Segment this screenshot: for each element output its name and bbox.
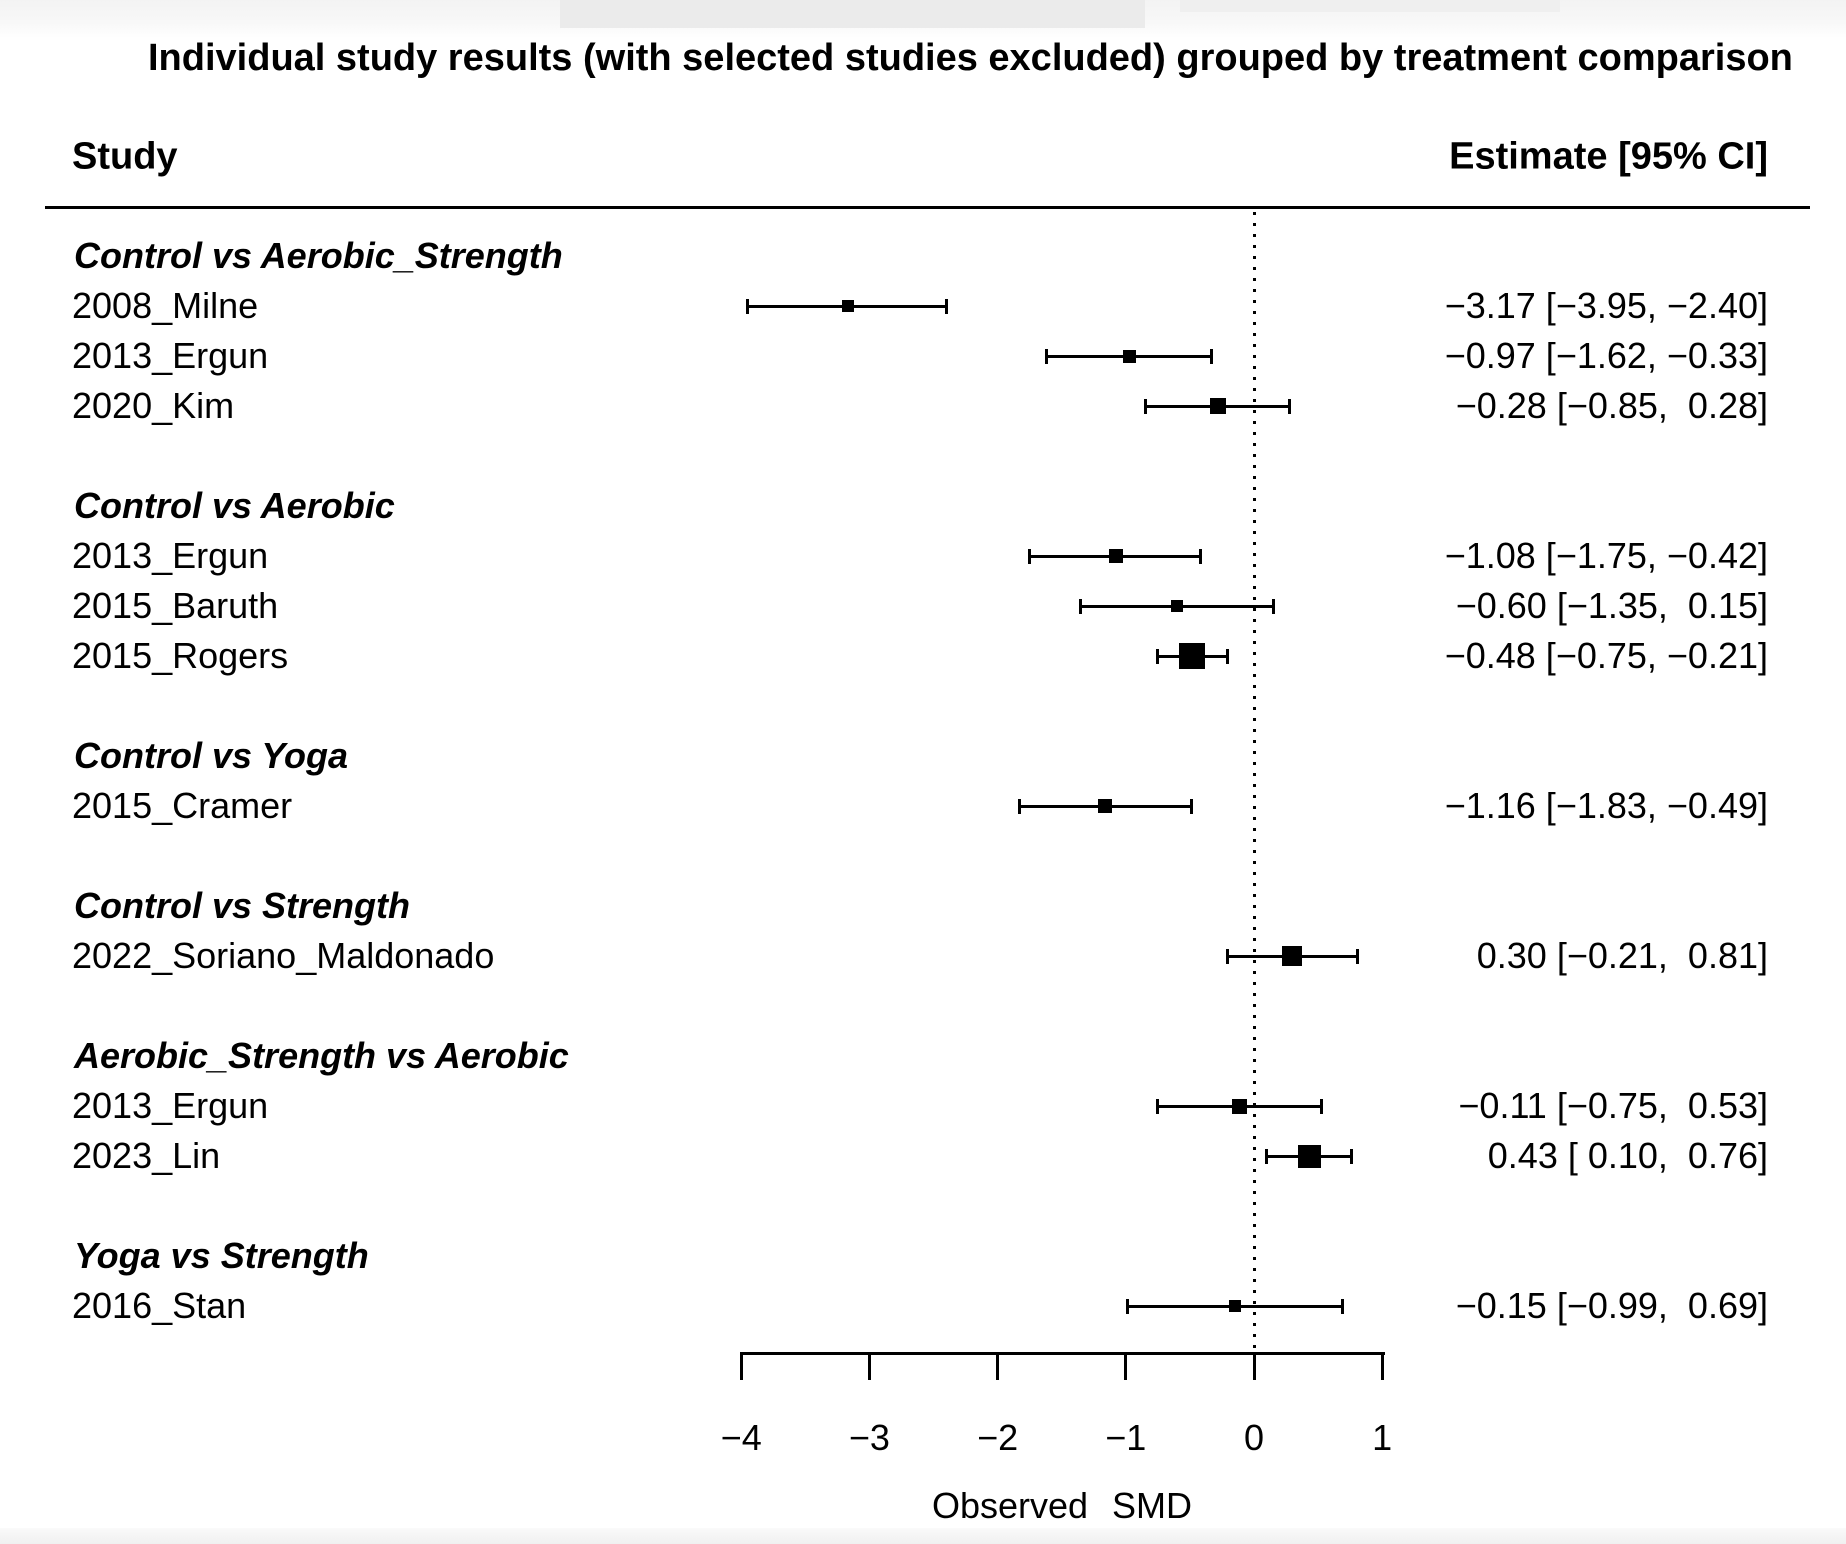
estimate-ci-text: −0.11 [−0.75, 0.53] [1458,1085,1768,1126]
group-header: Control vs Aerobic_Strength [74,235,563,276]
x-axis-tick-label: 1 [1372,1417,1393,1458]
ci-cap-right [1320,1098,1324,1114]
x-axis-tick-label: 0 [1243,1417,1265,1458]
group-header: Control vs Aerobic [74,485,395,526]
x-axis-tick [1380,1353,1384,1380]
study-label: 2013_Ergun [72,1085,269,1126]
ci-cap-left [1017,798,1021,814]
estimate-marker [1108,549,1123,563]
ci-cap-right [944,298,948,314]
estimate-marker [1098,799,1113,813]
estimate-marker [1179,643,1206,669]
ci-cap-left [1028,548,1032,564]
x-axis-tick [867,1353,871,1380]
estimate-marker [1123,349,1137,363]
x-axis-tick [1124,1353,1128,1380]
estimate-marker [1282,946,1303,966]
top-background-patch [560,0,1145,28]
x-axis-tick-label: −2 [977,1417,1019,1458]
estimate-ci-text: −3.17 [−3.95, −2.40] [1444,285,1768,326]
ci-cap-left [1156,1098,1160,1114]
zero-reference-line [1252,212,1256,1353]
ci-cap-left [1156,648,1160,664]
x-axis-label: Observed SMD [931,1485,1193,1526]
estimate-marker [1171,600,1184,612]
x-axis-tick [739,1353,743,1380]
x-axis-tick-label: −3 [848,1417,890,1458]
study-label: 2013_Ergun [72,335,269,376]
column-header-study: Study [72,135,178,178]
ci-cap-right [1356,948,1360,964]
study-label: 2023_Lin [72,1135,221,1176]
group-header: Aerobic_Strength vs Aerobic [74,1035,569,1076]
ci-cap-right [1349,1148,1353,1164]
group-header: Control vs Strength [74,885,411,926]
ci-cap-left [1265,1148,1269,1164]
study-label: 2013_Ergun [72,535,269,576]
chart-title: Individual study results (with selected … [148,37,1793,79]
estimate-ci-text: 0.30 [−0.21, 0.81] [1476,935,1768,976]
ci-cap-left [1225,948,1229,964]
estimate-ci-text: −1.16 [−1.83, −0.49] [1444,785,1768,826]
estimate-ci-text: −0.15 [−0.99, 0.69] [1455,1285,1768,1326]
estimate-marker [1232,1098,1248,1114]
estimate-ci-text: −1.08 [−1.75, −0.42] [1444,535,1768,576]
ci-cap-right [1225,648,1229,664]
ci-cap-left [1143,398,1147,414]
group-header: Yoga vs Strength [74,1235,369,1276]
estimate-marker [1297,1144,1321,1168]
ci-cap-left [1044,348,1048,364]
bottom-background-strip [0,1528,1846,1544]
x-axis-tick [996,1353,1000,1380]
study-label: 2016_Stan [72,1285,247,1326]
estimate-marker [1210,398,1227,414]
x-axis-tick-label: −4 [720,1417,762,1458]
estimate-ci-text: −0.48 [−0.75, −0.21] [1444,635,1768,676]
estimate-ci-text: −0.28 [−0.85, 0.28] [1455,385,1768,426]
ci-cap-left [1125,1298,1129,1314]
estimate-ci-text: −0.97 [−1.62, −0.33] [1444,335,1768,376]
study-label: 2022_Soriano_Maldonado [72,935,495,976]
estimate-marker [1228,1300,1241,1312]
x-axis-tick [1252,1353,1256,1380]
header-rule [45,206,1810,209]
ci-cap-left [746,298,750,314]
group-header: Control vs Yoga [74,735,349,776]
top-background-patch [1180,0,1560,12]
ci-cap-right [1271,598,1275,614]
ci-cap-right [1288,398,1292,414]
study-label: 2008_Milne [72,285,259,326]
study-label: 2015_Baruth [72,585,279,626]
estimate-marker [841,300,854,312]
column-header-estimate: Estimate [95% CI] [1449,135,1768,178]
study-label: 2015_Rogers [72,635,289,676]
x-axis-tick-label: −1 [1105,1417,1147,1458]
ci-cap-right [1198,548,1202,564]
estimate-ci-text: −0.60 [−1.35, 0.15] [1455,585,1768,626]
x-axis-line [740,1352,1385,1355]
study-label: 2020_Kim [72,385,235,426]
ci-cap-left [1079,598,1083,614]
estimate-ci-text: 0.43 [ 0.10, 0.76] [1487,1135,1768,1176]
study-label: 2015_Cramer [72,785,293,826]
ci-cap-right [1340,1298,1344,1314]
ci-cap-right [1210,348,1214,364]
ci-cap-right [1189,798,1193,814]
